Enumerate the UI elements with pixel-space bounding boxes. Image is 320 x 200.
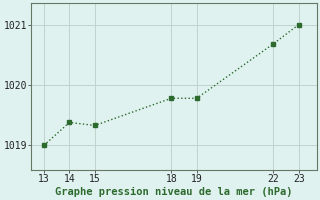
- X-axis label: Graphe pression niveau de la mer (hPa): Graphe pression niveau de la mer (hPa): [55, 186, 292, 197]
